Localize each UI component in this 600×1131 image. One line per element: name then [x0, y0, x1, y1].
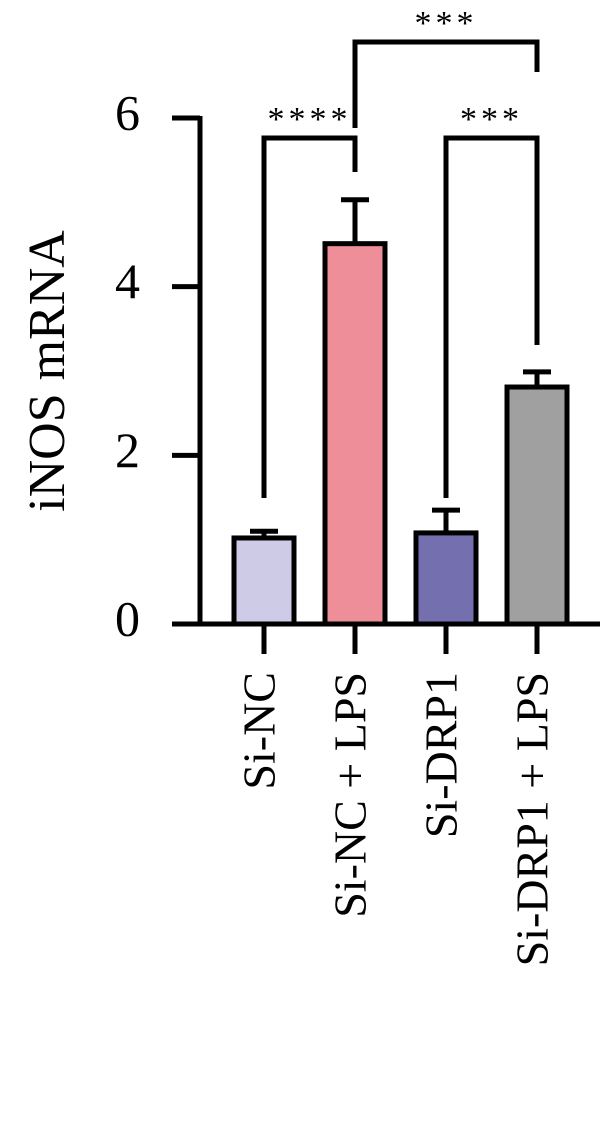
x-tick-label: Si-NC — [234, 672, 285, 790]
y-tick-label: 6 — [115, 84, 140, 140]
y-tick-label: 0 — [115, 590, 140, 646]
y-tick-label: 4 — [115, 253, 140, 309]
significance-label: *** — [415, 5, 478, 42]
bar — [231, 535, 297, 627]
bar — [322, 241, 388, 627]
y-tick-label: 2 — [115, 422, 140, 478]
x-tick-label: Si-DRP1 — [416, 672, 467, 838]
bar — [413, 530, 479, 627]
significance-bracket — [352, 39, 540, 128]
significance-label: **** — [268, 101, 352, 138]
x-tick-label: Si-NC + LPS — [325, 672, 376, 918]
y-axis-label: iNOS mRNA — [19, 230, 76, 512]
bar — [504, 384, 570, 627]
x-tick-label: Si-DRP1 + LPS — [507, 672, 558, 966]
significance-bracket — [261, 135, 358, 498]
significance-bracket — [443, 135, 540, 498]
significance-label: *** — [460, 101, 523, 138]
